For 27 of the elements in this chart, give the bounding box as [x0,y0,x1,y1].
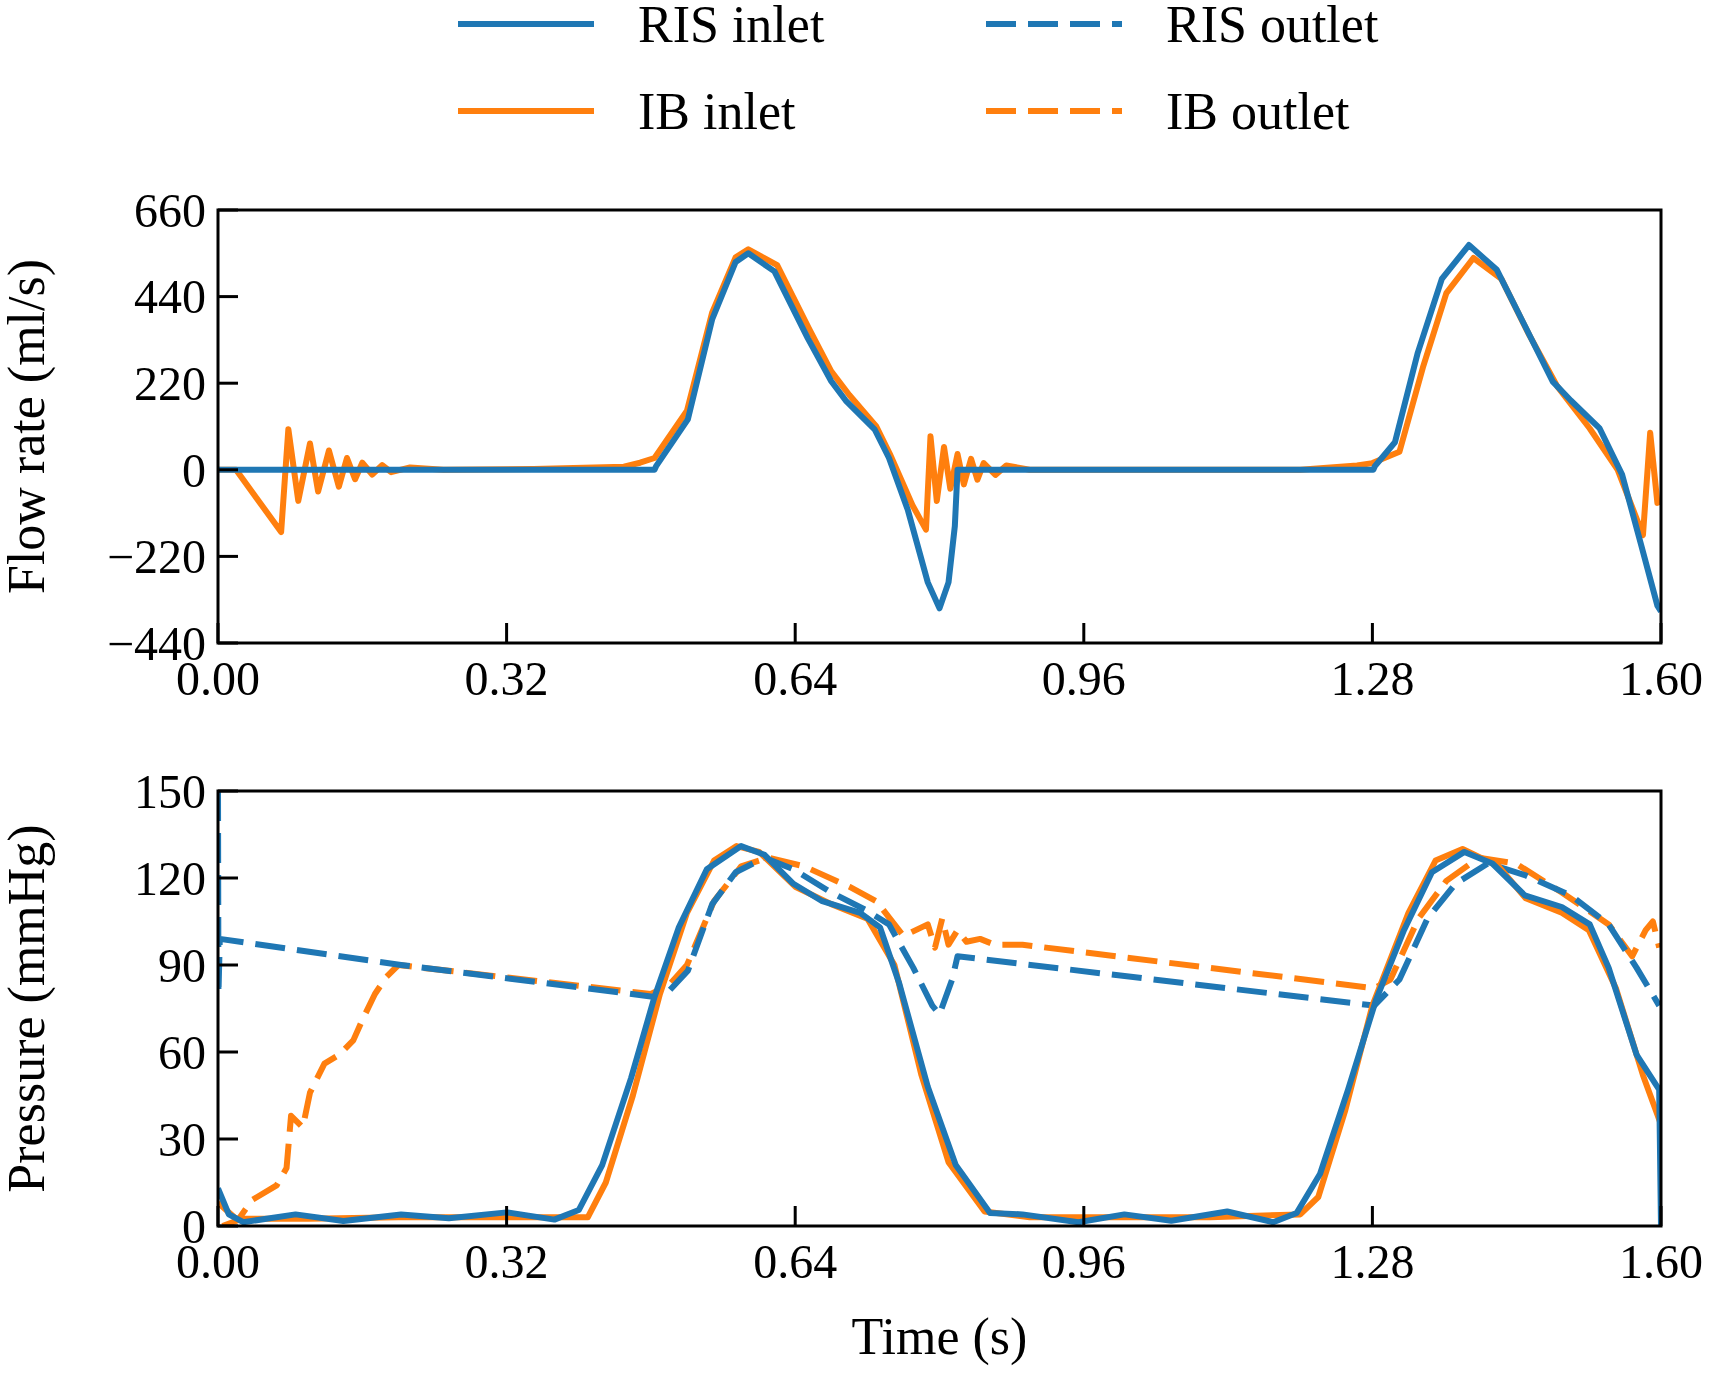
x-tick-label: 0.64 [753,652,838,705]
y-tick-label: 30 [158,1112,206,1166]
x-tick-label: 0.32 [464,1235,549,1288]
x-tick-label: 1.28 [1330,652,1415,705]
y-tick-label: 660 [134,183,206,237]
legend-label: RIS inlet [638,0,825,54]
y-tick-label: 440 [134,270,206,324]
y-axis-title: Flow rate (ml/s) [0,258,56,595]
y-tick-label: 60 [158,1025,206,1079]
y-tick-label: 90 [158,938,206,992]
x-axis-title: Time (s) [851,1308,1028,1366]
y-tick-label: 150 [134,764,206,818]
x-tick-label: 0.32 [464,652,549,705]
x-tick-label: 0.96 [1041,652,1126,705]
x-tick-label: 1.60 [1619,1235,1703,1288]
x-tick-label: 1.60 [1619,652,1703,705]
legend-label: IB inlet [638,83,796,141]
legend-label: RIS outlet [1166,0,1379,54]
x-tick-label: 0.96 [1041,1235,1126,1288]
x-tick-label: 0.64 [753,1235,838,1288]
legend-label: IB outlet [1166,83,1350,141]
y-tick-label: 0 [182,443,206,497]
x-tick-label: 1.28 [1330,1235,1415,1288]
y-axis-title: Pressure (mmHg) [0,824,56,1193]
y-tick-label: 220 [134,357,206,410]
y-tick-label: −220 [106,530,206,584]
y-tick-label: 120 [134,851,206,905]
